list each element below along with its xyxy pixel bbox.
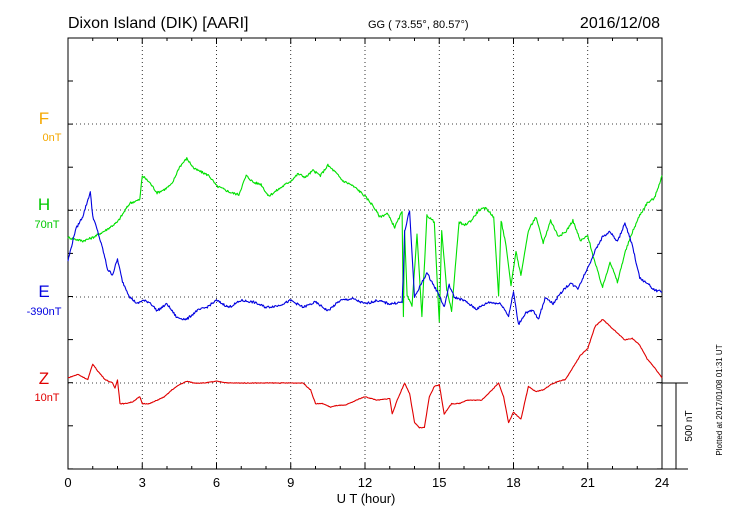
x-tick-label: 6 <box>213 475 220 490</box>
x-tick-label: 9 <box>287 475 294 490</box>
x-tick-label: 18 <box>506 475 520 490</box>
baseline-label-e: -390nT <box>27 306 62 318</box>
x-tick-label: 21 <box>581 475 595 490</box>
series-label-h: H <box>38 195 50 214</box>
station-title: Dixon Island (DIK) [AARI] <box>68 15 249 32</box>
x-tick-label: 15 <box>432 475 446 490</box>
x-axis-label: U T (hour) <box>337 491 396 506</box>
x-tick-label: 0 <box>64 475 71 490</box>
series-layer <box>67 157 663 429</box>
x-tick-label: 12 <box>358 475 372 490</box>
baseline-label-f: 0nT <box>43 132 62 144</box>
x-tick-label: 3 <box>139 475 146 490</box>
baseline-label-z: 10nT <box>34 392 59 404</box>
tick-layer <box>67 38 663 470</box>
plot-area <box>67 37 663 470</box>
x-tick-label: 24 <box>655 475 669 490</box>
series-label-z: Z <box>39 369 49 388</box>
chart-date: 2016/12/08 <box>580 15 660 32</box>
series-label-f: F <box>39 109 49 128</box>
x-tick-labels: 0 3 6 9 12 15 18 21 24 <box>64 475 669 490</box>
plotted-timestamp: Plotted at 2017/01/08 01:31 UT <box>715 344 724 455</box>
series-line-z <box>67 319 663 429</box>
baseline-label-h: 70nT <box>34 219 59 231</box>
series-line-h <box>67 157 663 323</box>
series-label-e: E <box>38 282 49 301</box>
station-coordinates: GG ( 73.55°, 80.57°) <box>368 19 469 31</box>
series-line-e <box>67 191 663 325</box>
grid-layer <box>68 38 662 469</box>
scale-bar-label: 500 nT <box>684 410 695 441</box>
scale-bar: 500 nT <box>662 382 695 470</box>
